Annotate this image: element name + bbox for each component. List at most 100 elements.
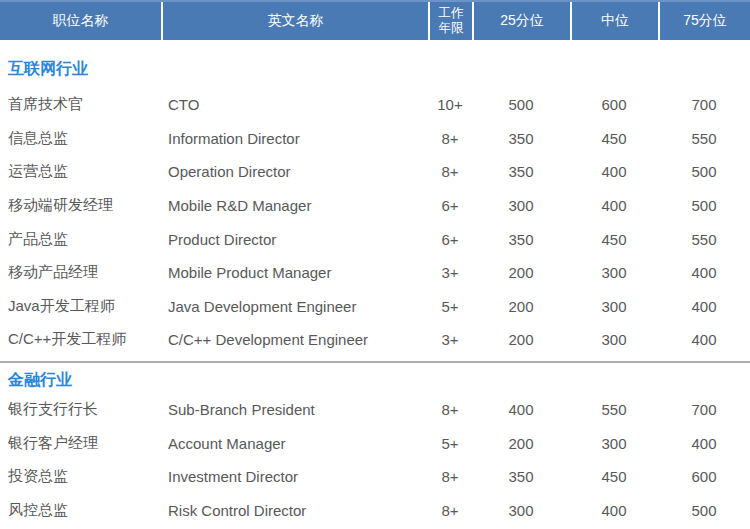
cell-p75: 500	[658, 197, 750, 214]
cell-position: 移动产品经理	[0, 263, 161, 282]
cell-english: Investment Director	[161, 468, 428, 485]
table-row: 银行客户经理Account Manager5+200300400	[0, 426, 750, 460]
cell-position: 首席技术官	[0, 95, 161, 114]
cell-p25: 500	[472, 96, 570, 113]
cell-median: 300	[570, 435, 658, 452]
cell-median: 400	[570, 502, 658, 519]
table-row: 产品总监Product Director6+350450550	[0, 222, 750, 256]
cell-p75: 700	[658, 401, 750, 418]
cell-p75: 500	[658, 163, 750, 180]
cell-years: 8+	[428, 502, 472, 519]
cell-position: 移动端研发经理	[0, 196, 161, 215]
header-25th-percentile: 25分位	[472, 2, 570, 40]
cell-p25: 200	[472, 331, 570, 348]
cell-position: 银行支行行长	[0, 400, 161, 419]
cell-median: 450	[570, 130, 658, 147]
table-row: C/C++开发工程师C/C++ Development Engineer3+20…	[0, 323, 750, 357]
table-row: 运营总监Operation Director8+350400500	[0, 155, 750, 189]
cell-median: 600	[570, 96, 658, 113]
cell-median: 550	[570, 401, 658, 418]
salary-report-table: 职位名称 英文名称 工作 年限 25分位 中位 75分位 互联网行业首席技术官C…	[0, 0, 750, 529]
header-work-years-line2: 年限	[439, 21, 464, 36]
cell-p25: 350	[472, 163, 570, 180]
cell-p75: 400	[658, 298, 750, 315]
cell-english: C/C++ Development Engineer	[161, 331, 428, 348]
cell-years: 3+	[428, 264, 472, 281]
cell-p25: 200	[472, 298, 570, 315]
cell-years: 3+	[428, 331, 472, 348]
section-divider	[0, 361, 750, 363]
table-body: 互联网行业首席技术官CTO10+500600700信息总监Information…	[0, 58, 750, 527]
cell-median: 300	[570, 331, 658, 348]
cell-p25: 350	[472, 130, 570, 147]
cell-p25: 350	[472, 468, 570, 485]
cell-p75: 600	[658, 468, 750, 485]
cell-english: Product Director	[161, 231, 428, 248]
table-row: 投资总监Investment Director8+350450600	[0, 460, 750, 494]
section-title: 互联网行业	[0, 58, 750, 80]
cell-p75: 500	[658, 502, 750, 519]
cell-position: Java开发工程师	[0, 297, 161, 316]
cell-p75: 400	[658, 435, 750, 452]
section-rows: 首席技术官CTO10+500600700信息总监Information Dire…	[0, 88, 750, 357]
cell-p75: 400	[658, 331, 750, 348]
cell-p75: 550	[658, 130, 750, 147]
header-work-years: 工作 年限	[428, 2, 472, 40]
header-english-name: 英文名称	[161, 2, 428, 40]
cell-english: Java Development Engineer	[161, 298, 428, 315]
cell-english: Sub-Branch President	[161, 401, 428, 418]
cell-p75: 400	[658, 264, 750, 281]
cell-p75: 700	[658, 96, 750, 113]
cell-years: 10+	[428, 96, 472, 113]
table-row: 移动端研发经理Mobile R&D Manager6+300400500	[0, 189, 750, 223]
table-section: 互联网行业首席技术官CTO10+500600700信息总监Information…	[0, 58, 750, 357]
cell-median: 300	[570, 298, 658, 315]
table-row: 银行支行行长Sub-Branch President8+400550700	[0, 393, 750, 427]
cell-p25: 200	[472, 435, 570, 452]
header-position-name: 职位名称	[0, 2, 161, 40]
header-work-years-line1: 工作	[439, 6, 464, 21]
section-title: 金融行业	[0, 369, 750, 391]
cell-years: 8+	[428, 401, 472, 418]
table-header-row: 职位名称 英文名称 工作 年限 25分位 中位 75分位	[0, 0, 750, 40]
cell-p25: 300	[472, 502, 570, 519]
cell-years: 8+	[428, 163, 472, 180]
cell-position: 产品总监	[0, 230, 161, 249]
cell-years: 6+	[428, 197, 472, 214]
header-75th-percentile: 75分位	[658, 2, 750, 40]
cell-median: 400	[570, 197, 658, 214]
cell-median: 450	[570, 231, 658, 248]
table-section: 金融行业银行支行行长Sub-Branch President8+40055070…	[0, 369, 750, 527]
cell-years: 5+	[428, 435, 472, 452]
cell-p25: 350	[472, 231, 570, 248]
cell-years: 6+	[428, 231, 472, 248]
table-row: Java开发工程师Java Development Engineer5+2003…	[0, 290, 750, 324]
header-median: 中位	[570, 2, 658, 40]
cell-english: Operation Director	[161, 163, 428, 180]
cell-english: Mobile Product Manager	[161, 264, 428, 281]
table-row: 信息总监Information Director8+350450550	[0, 122, 750, 156]
cell-median: 400	[570, 163, 658, 180]
cell-years: 8+	[428, 468, 472, 485]
cell-english: Mobile R&D Manager	[161, 197, 428, 214]
cell-position: 信息总监	[0, 129, 161, 148]
cell-p75: 550	[658, 231, 750, 248]
cell-median: 450	[570, 468, 658, 485]
cell-position: 投资总监	[0, 467, 161, 486]
cell-median: 300	[570, 264, 658, 281]
cell-position: 银行客户经理	[0, 434, 161, 453]
cell-position: C/C++开发工程师	[0, 330, 161, 349]
cell-p25: 200	[472, 264, 570, 281]
cell-english: Risk Control Director	[161, 502, 428, 519]
cell-english: CTO	[161, 96, 428, 113]
cell-position: 风控总监	[0, 501, 161, 520]
cell-english: Account Manager	[161, 435, 428, 452]
cell-english: Information Director	[161, 130, 428, 147]
table-row: 首席技术官CTO10+500600700	[0, 88, 750, 122]
table-row: 移动产品经理Mobile Product Manager3+200300400	[0, 256, 750, 290]
cell-position: 运营总监	[0, 162, 161, 181]
cell-years: 5+	[428, 298, 472, 315]
cell-years: 8+	[428, 130, 472, 147]
cell-p25: 300	[472, 197, 570, 214]
cell-p25: 400	[472, 401, 570, 418]
